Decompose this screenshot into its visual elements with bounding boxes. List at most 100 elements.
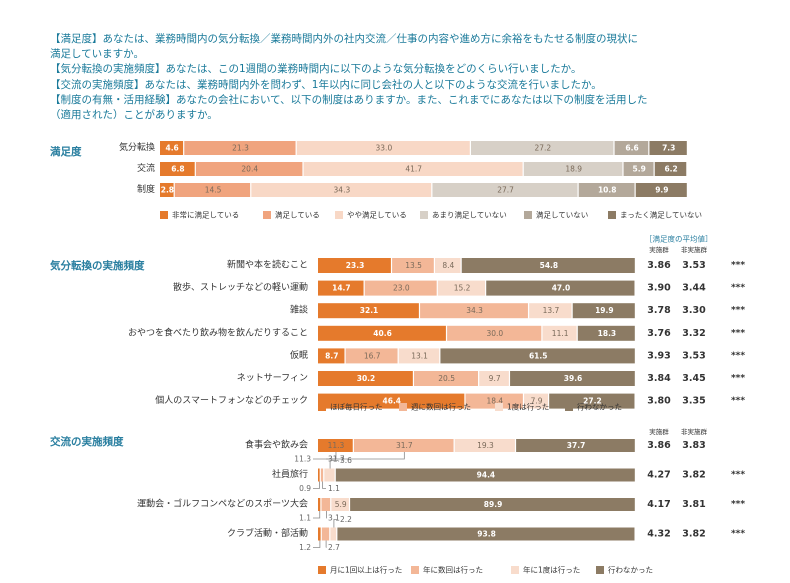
table-cell: 3.35 bbox=[682, 396, 705, 407]
bar-segment bbox=[318, 393, 465, 409]
significance-mark: *** bbox=[731, 396, 745, 406]
bar-segment bbox=[479, 371, 509, 386]
bar-segment bbox=[437, 280, 486, 296]
significance-mark: *** bbox=[731, 529, 745, 539]
significance-mark: *** bbox=[731, 306, 745, 316]
data-label: 4.6 bbox=[165, 144, 178, 153]
section-title: 交流の実施頻度 bbox=[50, 435, 124, 448]
data-label: 7.9 bbox=[531, 397, 543, 406]
bar-segment bbox=[318, 348, 345, 364]
data-label: 1.1 bbox=[328, 484, 340, 493]
bar-segment bbox=[318, 325, 446, 341]
bar-segment bbox=[321, 527, 330, 541]
leader-line bbox=[313, 511, 321, 519]
bar-segment bbox=[420, 303, 528, 319]
leader-line bbox=[326, 452, 405, 460]
significance-mark: *** bbox=[731, 500, 745, 510]
data-label: 30.2 bbox=[357, 374, 376, 383]
data-label: 33.0 bbox=[376, 144, 393, 153]
table-header: 実施群 bbox=[649, 245, 669, 254]
data-label: 18.9 bbox=[565, 165, 582, 174]
bar-segment bbox=[318, 468, 320, 482]
bar-segment bbox=[318, 303, 419, 319]
significance-mark: *** bbox=[731, 328, 745, 338]
bar-segment bbox=[318, 527, 321, 541]
data-label: 3.6 bbox=[340, 456, 352, 465]
bar-segment bbox=[392, 258, 434, 273]
bar-segment bbox=[398, 348, 440, 364]
bar-segment bbox=[454, 439, 515, 452]
bar-segment bbox=[614, 141, 649, 155]
legend-swatch bbox=[495, 403, 503, 411]
leader-line bbox=[333, 519, 338, 528]
table-cell: 3.93 bbox=[647, 350, 670, 361]
bar-segment bbox=[335, 468, 635, 482]
category-label: 気分転換 bbox=[119, 141, 155, 153]
category-label: 新聞や本を読むこと bbox=[227, 259, 308, 271]
data-label: 6.8 bbox=[171, 165, 184, 174]
category-label: 社員旅行 bbox=[272, 468, 308, 480]
data-label: 6.2 bbox=[664, 165, 677, 174]
data-label: 8.7 bbox=[325, 351, 338, 360]
bar-segment bbox=[523, 162, 623, 176]
bar-segment bbox=[321, 498, 331, 511]
bar-segment bbox=[623, 162, 654, 176]
data-label: 18.3 bbox=[598, 329, 617, 338]
bar-segment bbox=[337, 527, 635, 541]
table-cell: 3.30 bbox=[682, 305, 706, 316]
legend-swatch bbox=[318, 403, 326, 411]
bar-segment bbox=[318, 439, 353, 452]
data-label: 15.2 bbox=[454, 284, 471, 293]
significance-mark: *** bbox=[731, 261, 745, 271]
data-label: 9.7 bbox=[489, 374, 501, 383]
data-label: 13.1 bbox=[411, 351, 428, 360]
data-label: 13.7 bbox=[543, 306, 560, 315]
legend-swatch bbox=[565, 403, 573, 411]
significance-mark: *** bbox=[731, 283, 745, 293]
table-header: 実施群 bbox=[649, 427, 669, 436]
data-label: 34.3 bbox=[466, 306, 483, 315]
legend-swatch bbox=[596, 566, 604, 574]
data-label: 27.2 bbox=[583, 397, 602, 406]
table-cell: 3.53 bbox=[682, 350, 705, 361]
data-label: 93.8 bbox=[477, 530, 496, 539]
significance-mark: *** bbox=[731, 470, 745, 480]
legend-label: あまり満足していない bbox=[432, 211, 507, 220]
data-label: 94.4 bbox=[477, 471, 496, 480]
category-label: ネットサーフィン bbox=[237, 373, 308, 384]
significance-mark: *** bbox=[731, 374, 745, 384]
data-label: 2.7 bbox=[328, 543, 340, 552]
legend-label: 1度は行った bbox=[507, 402, 549, 412]
data-label: 13.5 bbox=[405, 261, 422, 270]
data-label: 3.1 bbox=[328, 514, 340, 523]
table-cell: 3.84 bbox=[647, 373, 671, 384]
data-label: 39.6 bbox=[564, 374, 583, 383]
legend-label: 非常に満足している bbox=[172, 210, 239, 220]
table-cell: 3.86 bbox=[647, 440, 671, 451]
data-label: 0.9 bbox=[299, 484, 311, 493]
bar-segment bbox=[303, 162, 523, 176]
bar-segment bbox=[516, 439, 635, 452]
legend-label: 週に数回は行った bbox=[411, 402, 471, 412]
table-header: 非実施群 bbox=[681, 245, 708, 254]
data-label: 14.5 bbox=[205, 186, 222, 195]
data-label: 5.9 bbox=[633, 165, 646, 174]
legend-swatch bbox=[524, 211, 532, 219]
table-title: ［満足度の平均値］ bbox=[645, 234, 713, 244]
bar-segment bbox=[350, 498, 635, 511]
data-label: 19.9 bbox=[595, 306, 614, 315]
leader-line bbox=[329, 460, 338, 469]
data-label: 21.3 bbox=[232, 144, 249, 153]
section-title: 気分転換の実施頻度 bbox=[49, 259, 145, 272]
bar-segment bbox=[324, 468, 335, 482]
data-label: 27.2 bbox=[534, 144, 551, 153]
table-cell: 3.83 bbox=[682, 440, 705, 451]
data-label: 7.3 bbox=[662, 144, 675, 153]
bar-segment bbox=[318, 280, 364, 296]
legend-swatch bbox=[318, 566, 326, 574]
bar-segment bbox=[447, 325, 542, 341]
legend-swatch bbox=[420, 211, 428, 219]
data-label: 47.0 bbox=[552, 284, 571, 293]
data-label: 11.1 bbox=[552, 329, 569, 338]
